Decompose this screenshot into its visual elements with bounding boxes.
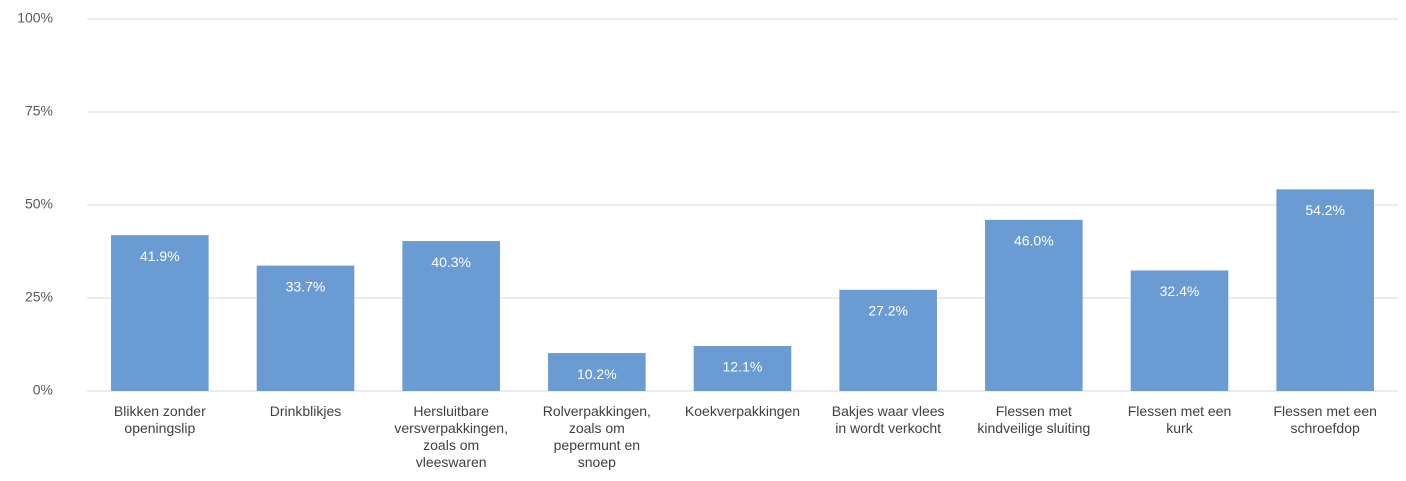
data-label: 41.9% — [140, 248, 180, 264]
y-tick-label: 0% — [33, 382, 53, 398]
x-tick-label: Hersluitbare versverpakkingen, zoals om … — [394, 403, 508, 470]
y-tick-label: 50% — [25, 196, 53, 212]
bar — [1130, 270, 1229, 391]
bar — [1276, 189, 1374, 391]
x-tick-label: Blikken zonder openingslip — [113, 403, 206, 436]
bar — [256, 265, 355, 391]
x-tick-label: Koekverpakkingen — [684, 403, 801, 419]
bar — [839, 289, 937, 391]
data-label: 12.1% — [723, 359, 763, 375]
x-tick-label: Flessen met een kurk — [1127, 403, 1232, 436]
y-tick-label: 75% — [25, 103, 53, 119]
data-label: 40.3% — [431, 254, 471, 270]
bar — [548, 353, 646, 391]
x-tick-label: Bakjes waar vlees in wordt verkocht — [831, 403, 945, 436]
data-label: 33.7% — [286, 278, 326, 294]
x-tick-label: Rolverpakkingen, zoals om pepermunt en s… — [542, 403, 651, 470]
data-label: 54.2% — [1305, 202, 1345, 218]
x-tick-label: Flessen met een schroefdop — [1273, 403, 1377, 436]
bar — [985, 219, 1083, 391]
x-tick-label: Flessen met kindveilige sluiting — [977, 403, 1091, 436]
bar — [111, 235, 209, 391]
y-tick-label: 25% — [25, 289, 53, 305]
y-tick-label: 100% — [17, 10, 53, 26]
data-label: 32.4% — [1160, 283, 1200, 299]
x-tick-label: Drinkblikjes — [269, 403, 342, 419]
data-label: 10.2% — [577, 366, 617, 382]
data-label: 46.0% — [1014, 233, 1054, 249]
bar — [402, 241, 500, 391]
data-label: 27.2% — [868, 303, 908, 319]
bar — [693, 345, 792, 391]
